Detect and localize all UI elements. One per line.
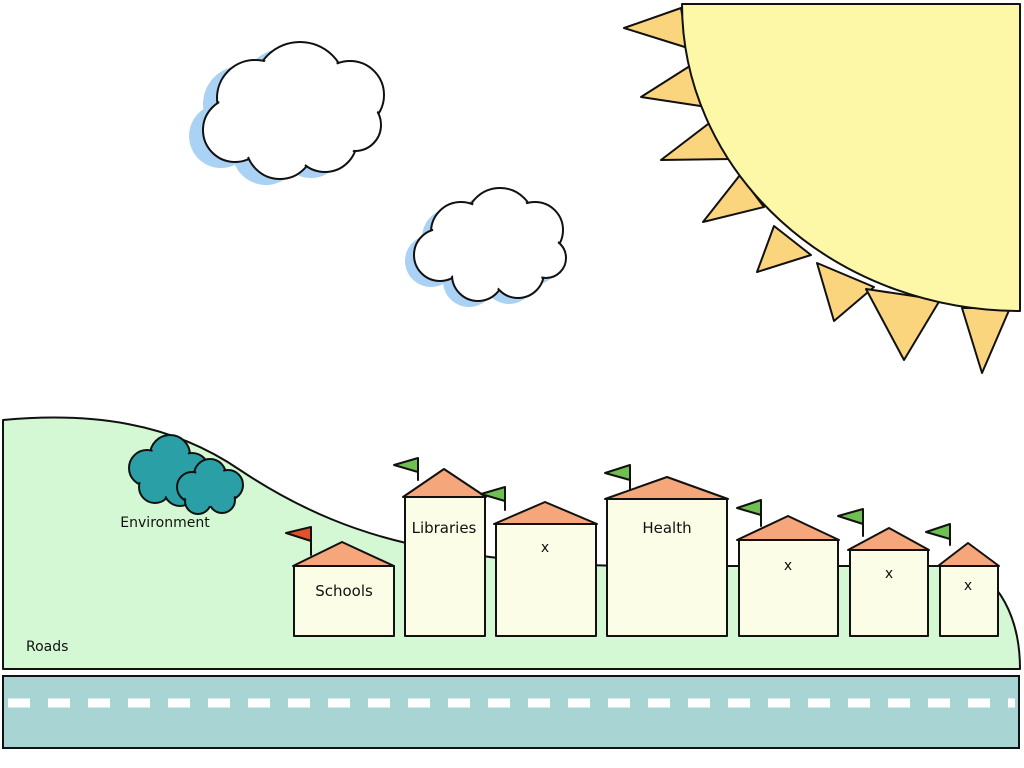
tree-fill [179,461,241,512]
roof [847,527,930,551]
roof [493,501,598,525]
flag-icon [393,457,419,473]
building-label: Schools [315,582,373,600]
roof [736,515,840,541]
flag-icon [837,508,864,525]
flag-icon [604,464,631,481]
building-body [738,539,839,637]
building-label: Libraries [412,519,477,537]
building-label: x [885,566,893,582]
building-body [495,523,597,637]
building-body [849,549,929,637]
flag-icon [285,526,312,542]
building-unlabeled: x [925,523,1000,637]
roads-label: Roads [26,639,68,655]
sun-body [681,3,1021,312]
building-body [293,565,395,637]
building-label: Health [642,519,691,537]
building-libraries: Libraries [393,457,487,637]
road [2,675,1020,749]
building-label: x [784,558,792,574]
building-label: x [964,578,972,594]
cloud-icon [189,41,385,185]
roof [937,542,1000,567]
environment-label: Environment [120,515,210,531]
building-unlabeled: x [736,499,840,637]
sun-icon [623,3,1021,374]
roof [604,476,729,500]
flag-icon [925,523,951,540]
flag-icon [736,499,762,516]
building-body [606,498,728,637]
building-body [404,496,486,637]
building-unlabeled: x [837,508,930,637]
cloud-fill [205,44,382,177]
building-health: Health [604,464,729,637]
cloud-icon [405,187,567,307]
building-schools: Schools [285,526,395,637]
building-unlabeled: x [480,486,598,637]
tree-icon [176,458,244,515]
building-body [939,565,999,637]
building-label: x [541,540,549,556]
flag-icon [480,486,506,502]
roof [402,468,487,498]
cloud-fill [416,190,564,299]
sun-rays [623,7,1011,374]
